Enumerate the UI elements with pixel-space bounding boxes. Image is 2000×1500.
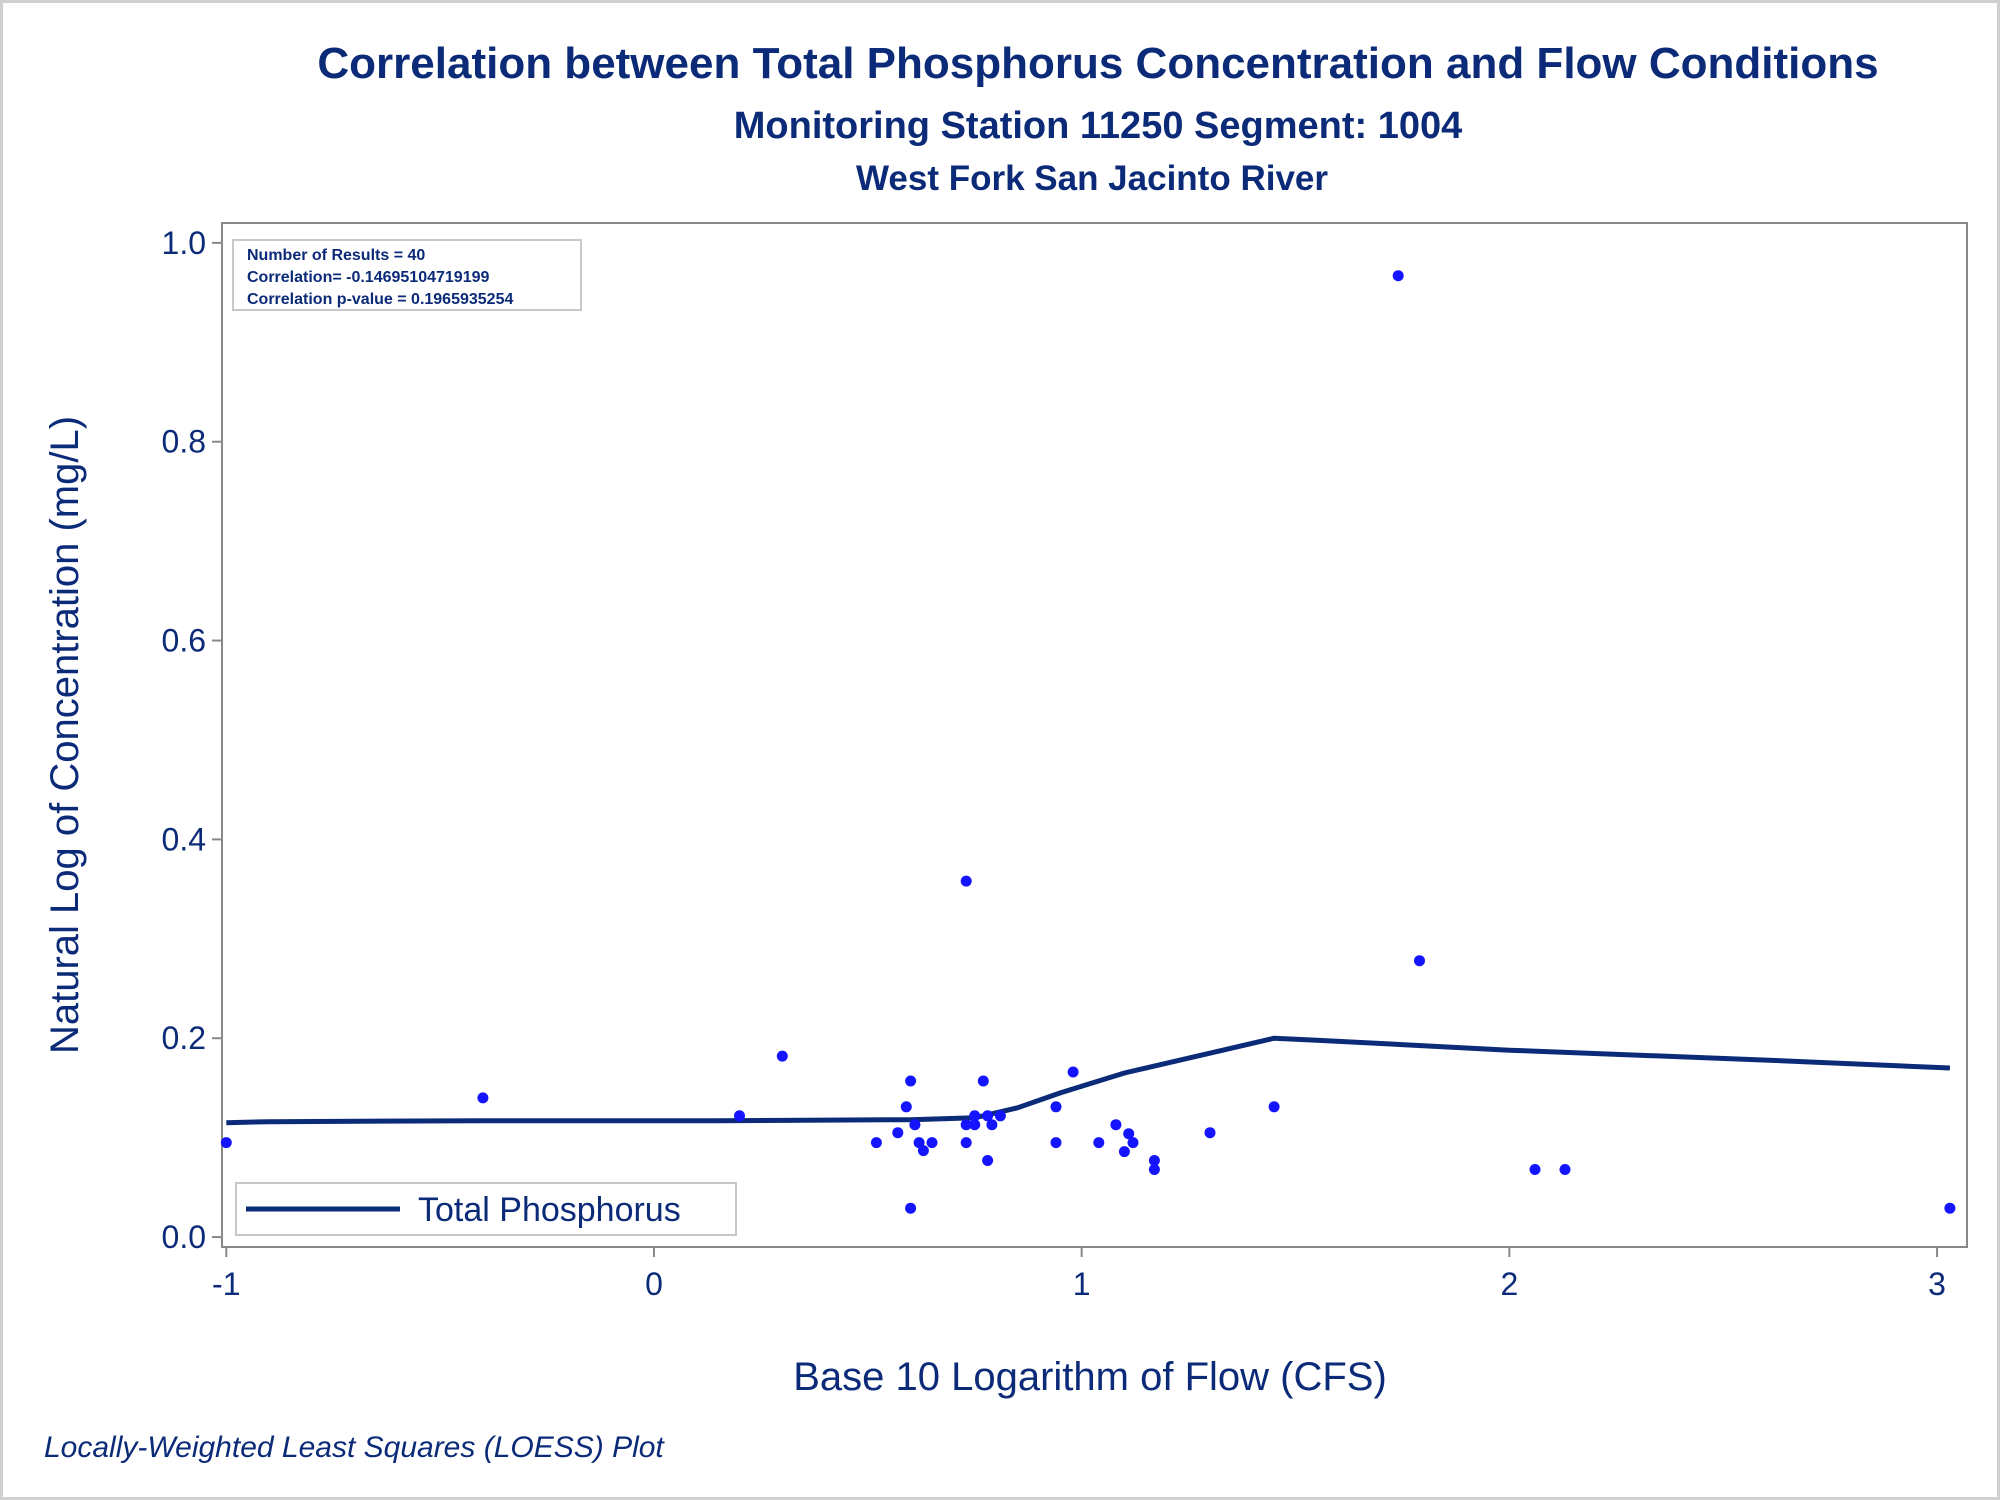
legend-label: Total Phosphorus: [418, 1191, 681, 1229]
data-point: [1118, 1146, 1130, 1158]
data-point: [969, 1110, 981, 1122]
x-tick-label: 3: [1928, 1266, 1946, 1302]
data-point: [969, 1119, 981, 1131]
data-point: [1123, 1128, 1135, 1140]
data-point: [982, 1110, 994, 1122]
data-point: [1067, 1066, 1079, 1078]
stats-count: Number of Results = 40: [247, 247, 425, 264]
stats-pvalue: Correlation p-value = 0.1965935254: [247, 291, 513, 308]
x-tick-label: 0: [645, 1266, 663, 1302]
y-tick-label: 0.4: [162, 821, 206, 857]
data-point: [1093, 1137, 1105, 1149]
data-point: [917, 1145, 929, 1157]
x-tick-label: -1: [212, 1266, 240, 1302]
data-point: [960, 1137, 972, 1149]
plot-area: [221, 222, 1968, 1248]
data-point: [1392, 270, 1404, 282]
y-tick-label: 0.8: [162, 424, 206, 460]
stats-correlation: Correlation= -0.14695104719199: [247, 269, 489, 286]
series-layer: [226, 1035, 1951, 1126]
data-point: [1268, 1101, 1280, 1113]
y-tick-label: 0.2: [162, 1020, 206, 1056]
chart-title: Correlation between Total Phosphorus Con…: [317, 39, 1878, 88]
data-point: [1414, 955, 1425, 967]
data-point: [1148, 1155, 1160, 1166]
data-point: [960, 1119, 972, 1131]
loess-line: [226, 1035, 1951, 1126]
chart-subtitle: Monitoring Station 11250 Segment: 1004: [734, 105, 1463, 147]
data-point: [1944, 1202, 1956, 1214]
data-point: [994, 1110, 1006, 1122]
data-point: [1148, 1164, 1160, 1175]
data-point: [1050, 1137, 1062, 1149]
data-point: [1050, 1101, 1062, 1113]
data-point: [1529, 1164, 1541, 1175]
stats-box-frame: [232, 239, 582, 311]
x-tick-label: 2: [1500, 1266, 1518, 1302]
data-point: [905, 1202, 917, 1214]
y-tick-label: 1.0: [162, 225, 206, 261]
x-axis: -1 0 1 2 3: [212, 1247, 1946, 1302]
data-point: [892, 1127, 904, 1139]
data-point: [220, 1137, 232, 1149]
chart-location: West Fork San Jacinto River: [856, 159, 1328, 198]
data-point: [960, 875, 972, 887]
data-point: [977, 1075, 989, 1087]
data-point: [1127, 1137, 1139, 1149]
data-point: [776, 1050, 788, 1062]
y-tick-label: 0.6: [162, 623, 206, 659]
data-point: [1204, 1127, 1216, 1139]
y-axis-title: Natural Log of Concentration (mg/L): [43, 416, 87, 1054]
data-point: [1110, 1119, 1122, 1131]
data-point: [870, 1137, 882, 1149]
x-tick-label: 1: [1073, 1266, 1091, 1302]
y-tick-label: 0.0: [162, 1219, 206, 1255]
stats-box: Number of Results = 40 Correlation= -0.1…: [232, 239, 582, 311]
data-point: [926, 1137, 938, 1149]
y-axis: 0.0 0.2 0.4 0.6 0.8 1.0: [162, 225, 222, 1255]
x-axis-title: Base 10 Logarithm of Flow (CFS): [793, 1355, 1387, 1399]
data-point: [909, 1119, 921, 1131]
legend: Total Phosphorus: [235, 1182, 737, 1236]
data-point: [900, 1101, 912, 1113]
data-point: [477, 1092, 489, 1104]
data-point: [1559, 1164, 1571, 1175]
data-point: [986, 1119, 998, 1131]
points-layer: [220, 270, 1956, 1214]
data-point: [734, 1110, 745, 1122]
data-point: [905, 1075, 917, 1087]
footnote: Locally-Weighted Least Squares (LOESS) P…: [44, 1431, 665, 1464]
data-point: [982, 1155, 994, 1166]
